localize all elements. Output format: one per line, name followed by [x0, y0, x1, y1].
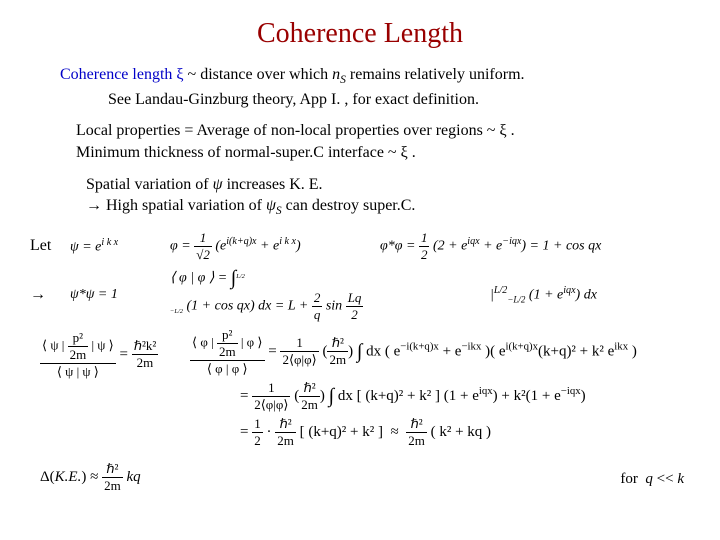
- phi-exp-line2: = 12⟨φ|φ⟩ (ℏ²2m) ∫ dx [ (k+q)² + k² ] (1…: [240, 380, 690, 413]
- let-label: Let: [30, 237, 70, 255]
- definition-line: Coherence length ξ ~ distance over which…: [60, 64, 690, 110]
- sv-2c: can destroy super.C.: [282, 197, 416, 214]
- spatial-variation: Spatial variation of ψ increases K. E. →…: [86, 174, 690, 220]
- local-properties: Local properties = Average of non-local …: [76, 120, 690, 163]
- def-text-1: ~ distance over which: [184, 66, 333, 83]
- phi-expectation-block: ⟨ φ | p²2m | φ ⟩ ⟨ φ | φ ⟩ = 12⟨φ|φ⟩ (ℏ²…: [180, 327, 690, 449]
- sv-2a: → High spatial variation of: [86, 197, 266, 214]
- ns-n: n: [332, 66, 340, 83]
- psi-expectation: ⟨ ψ | p²2m | ψ ⟩ ⟨ ψ | ψ ⟩ = ℏ²k²2m: [30, 327, 180, 383]
- condition-note: for q << k: [620, 471, 690, 488]
- sv-psi: ψ: [213, 176, 223, 193]
- phi-exp-line1: ⟨ φ | p²2m | φ ⟩ ⟨ φ | φ ⟩ = 12⟨φ|φ⟩ (ℏ²…: [190, 327, 690, 377]
- eq-tail-int: |L/2−L/2 (1 + eiqx) dx: [490, 285, 597, 304]
- local-line-1: Local properties = Average of non-local …: [76, 122, 515, 139]
- eq-phi-def: φ = 1√2 (ei(k+q)x + ei k x): [170, 230, 380, 263]
- def-text-2: remains relatively uniform.: [346, 66, 525, 83]
- landau-ref: See Landau-Ginzburg theory, App I. , for…: [108, 91, 479, 108]
- sv-1c: increases K. E.: [223, 176, 323, 193]
- let-row: Let ψ = ei k x φ = 1√2 (ei(k+q)x + ei k …: [30, 230, 690, 263]
- eq-phiphi: φ*φ = 12 (2 + eiqx + e−iqx) = 1 + cos qx: [380, 230, 601, 263]
- term-coherence-length: Coherence length ξ: [60, 66, 184, 83]
- phi-exp-line3: = 12 · ℏ²2m [ (k+q)² + k² ] ≈ ℏ²2m ( k² …: [240, 416, 690, 449]
- local-line-2: Minimum thickness of normal-super.C inte…: [76, 144, 416, 161]
- sv-psi2: ψ: [266, 197, 276, 214]
- delta-ke: Δ(K.E.) ≈ ℏ²2m kq: [40, 461, 141, 494]
- eq-psipsi: ψ*ψ = 1: [70, 287, 170, 303]
- arrow-label: →: [30, 286, 70, 304]
- eq-psi-def: ψ = ei k x: [70, 237, 170, 256]
- sv-1a: Spatial variation of: [86, 176, 213, 193]
- eq-phi-norm: ⟨ φ | φ ⟩ = ∫L/2−L/2 (1 + cos qx) dx = L…: [170, 267, 490, 323]
- arrow-row: → ψ*ψ = 1 ⟨ φ | φ ⟩ = ∫L/2−L/2 (1 + cos …: [30, 267, 690, 323]
- page-title: Coherence Length: [30, 18, 690, 50]
